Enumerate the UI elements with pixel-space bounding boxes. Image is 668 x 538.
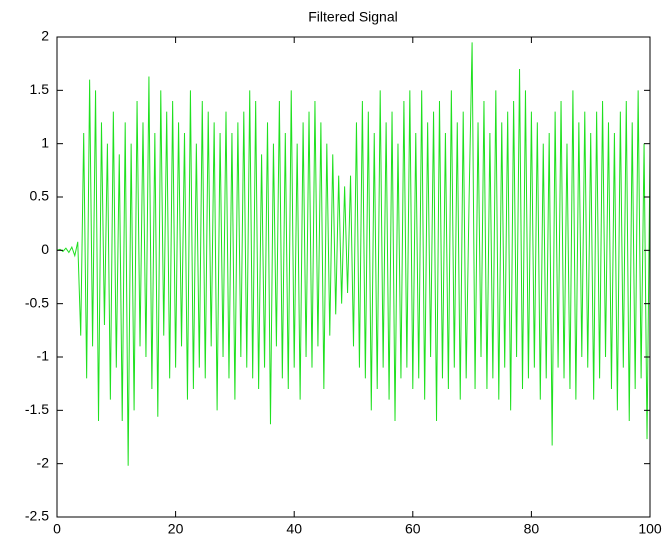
- y-tick-label: -0.5: [25, 294, 49, 310]
- y-tick-label: 1: [41, 134, 49, 150]
- y-tick-label: 0: [41, 241, 49, 257]
- x-tick-label: 60: [405, 521, 421, 537]
- y-tick-label: -2: [37, 454, 50, 470]
- y-tick-label: -2.5: [25, 508, 49, 524]
- x-tick-label: 40: [286, 521, 302, 537]
- y-tick-label: 1.5: [30, 81, 50, 97]
- chart-title: Filtered Signal: [308, 9, 398, 25]
- y-tick-label: 2: [41, 28, 49, 44]
- x-tick-label: 20: [168, 521, 184, 537]
- x-tick-label: 100: [638, 521, 662, 537]
- plot-frame: [56, 36, 651, 518]
- x-tick-label: 0: [53, 521, 61, 537]
- y-tick-label: -1.5: [25, 401, 49, 417]
- signal-line: [56, 42, 651, 466]
- x-tick-label: 80: [524, 521, 540, 537]
- y-tick-label: 0.5: [30, 188, 50, 204]
- y-tick-label: -1: [37, 348, 50, 364]
